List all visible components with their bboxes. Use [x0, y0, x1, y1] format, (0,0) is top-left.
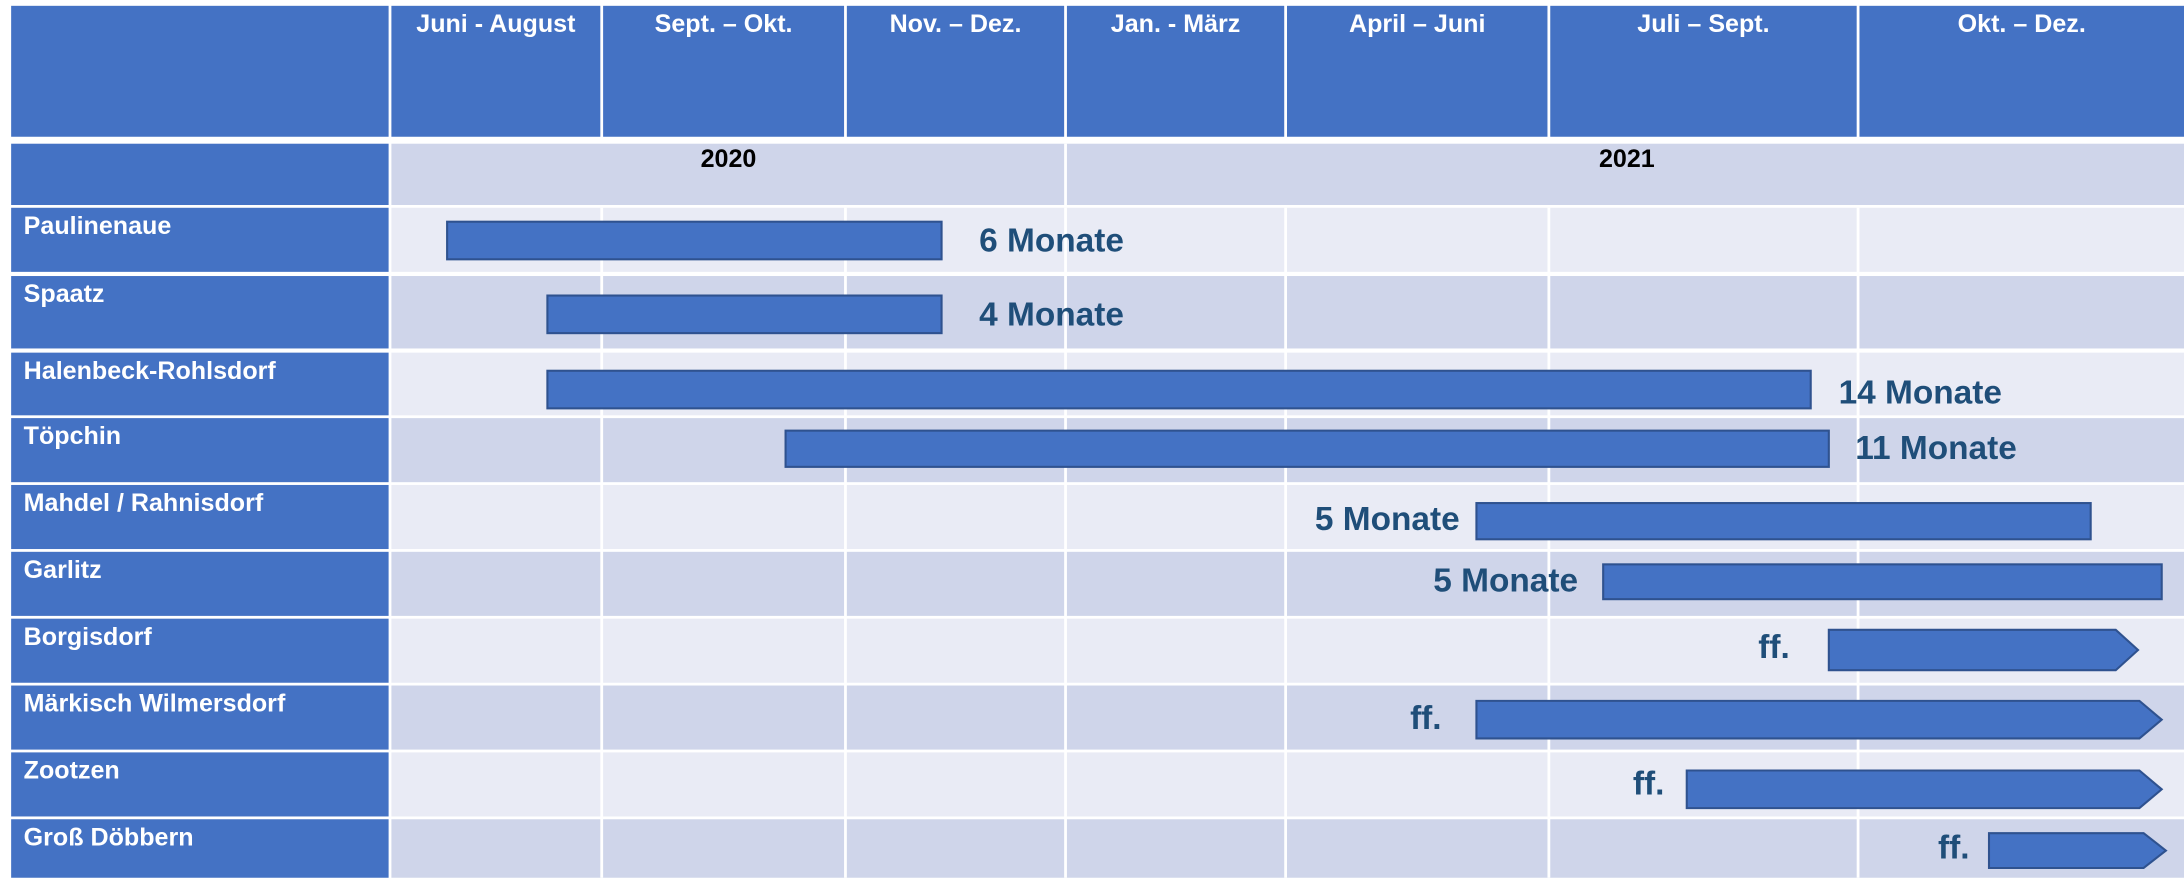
row-label-cell	[11, 819, 389, 878]
timeline-bar	[546, 369, 1812, 410]
row-label: Halenbeck-Rohlsdorf	[24, 357, 277, 385]
row-label-cell	[11, 352, 389, 416]
timeline-bar	[1602, 563, 2163, 601]
column-header: Sept. – Okt.	[655, 10, 793, 38]
row-label-cell	[11, 418, 389, 483]
duration-label: 5 Monate	[1433, 562, 1578, 599]
header-cell	[1550, 5, 1857, 137]
row-label-cell	[11, 685, 389, 750]
column-header: April – Juni	[1349, 10, 1485, 38]
row-label-cell	[11, 618, 389, 683]
column-header: Jan. - März	[1111, 10, 1241, 38]
column-header: Okt. – Dez.	[1958, 10, 2086, 38]
row-label: Zootzen	[24, 757, 120, 785]
duration-label: ff.	[1410, 700, 1442, 737]
row-label: Märkisch Wilmersdorf	[24, 690, 286, 718]
row-background	[391, 819, 2184, 878]
duration-label: ff.	[1633, 766, 1665, 803]
year-row	[391, 143, 2184, 205]
header-cell	[603, 5, 845, 137]
row-label: Garlitz	[24, 556, 102, 584]
duration-label: 6 Monate	[979, 222, 1124, 259]
header-cell	[391, 5, 601, 137]
row-label: Paulinenaue	[24, 212, 172, 240]
duration-label: 14 Monate	[1839, 374, 2002, 411]
row-label: Borgisdorf	[24, 623, 153, 651]
duration-label: 4 Monate	[979, 296, 1124, 333]
row-label-cell	[11, 276, 389, 349]
timeline-bar	[1475, 502, 2092, 541]
timeline-bar	[784, 429, 1830, 468]
timeline-arrow	[1475, 699, 2164, 740]
duration-label: 5 Monate	[1315, 501, 1460, 538]
column-header: Nov. – Dez.	[890, 10, 1022, 38]
timeline-bar	[446, 220, 943, 261]
timeline-arrow	[1827, 628, 2140, 672]
column-header: Juli – Sept.	[1637, 10, 1769, 38]
row-label: Mahdel / Rahnisdorf	[24, 489, 264, 517]
duration-label: 11 Monate	[1855, 430, 2017, 467]
timeline-arrow	[1987, 832, 2168, 870]
row-label-cell	[11, 207, 389, 272]
header-cell	[846, 5, 1065, 137]
row-label: Töpchin	[24, 422, 121, 450]
label-header-cell	[11, 5, 389, 137]
header-cell	[1859, 5, 2184, 137]
timeline-arrow	[1685, 769, 2164, 810]
label-year-cell	[11, 143, 389, 205]
row-label: Groß Döbbern	[24, 823, 194, 851]
timeline-bar	[546, 294, 943, 335]
year-label: 2021	[1599, 145, 1655, 173]
duration-label: ff.	[1938, 830, 1970, 867]
header-cell	[1066, 5, 1285, 137]
row-label-cell	[11, 484, 389, 550]
row-label: Spaatz	[24, 280, 105, 308]
row-label-cell	[11, 752, 389, 817]
header-cell	[1287, 5, 1548, 137]
year-label: 2020	[701, 145, 757, 173]
column-header: Juni - August	[416, 10, 576, 38]
row-label-cell	[11, 551, 389, 616]
duration-label: ff.	[1758, 629, 1790, 666]
